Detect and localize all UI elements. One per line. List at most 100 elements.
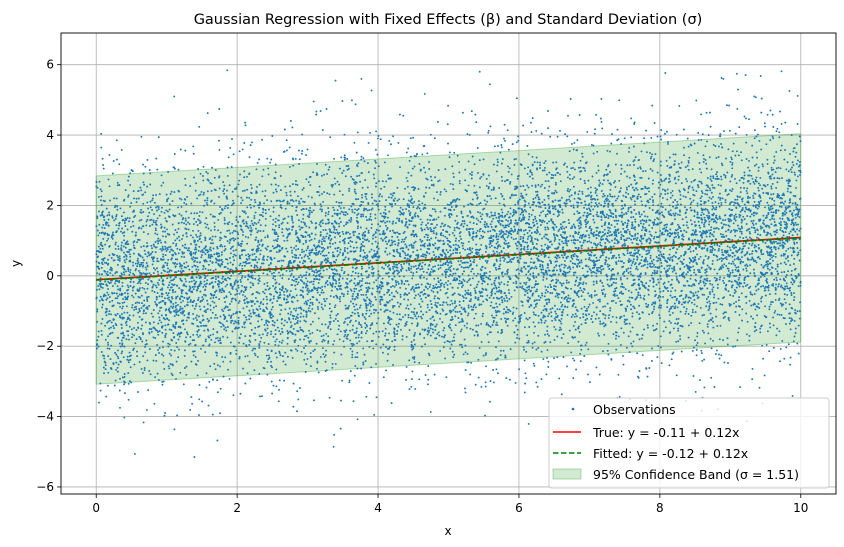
observation-point bbox=[586, 317, 589, 320]
observation-point bbox=[607, 214, 610, 217]
observation-point bbox=[234, 279, 237, 282]
observation-point bbox=[492, 319, 495, 322]
observation-point bbox=[424, 191, 427, 194]
observation-point bbox=[726, 249, 729, 252]
observation-point bbox=[559, 129, 561, 132]
observation-point bbox=[373, 311, 376, 314]
observation-point bbox=[258, 243, 261, 246]
observation-point bbox=[360, 274, 363, 277]
observation-point bbox=[430, 179, 433, 182]
observation-point bbox=[447, 268, 450, 271]
observation-point bbox=[173, 95, 176, 98]
observation-point bbox=[796, 233, 799, 236]
observation-point bbox=[172, 242, 175, 245]
observation-point bbox=[769, 326, 772, 329]
observation-point bbox=[290, 283, 293, 286]
observation-point bbox=[217, 339, 220, 342]
observation-point bbox=[241, 148, 244, 151]
observation-point bbox=[142, 277, 145, 280]
observation-point bbox=[730, 286, 733, 289]
observation-point bbox=[346, 277, 349, 280]
observation-point bbox=[789, 312, 792, 315]
observation-point bbox=[473, 272, 475, 275]
observation-point bbox=[192, 229, 194, 232]
observation-point bbox=[244, 295, 247, 298]
observation-point bbox=[527, 166, 530, 169]
observation-point bbox=[766, 267, 769, 270]
observation-point bbox=[713, 293, 716, 296]
observation-point bbox=[347, 257, 350, 260]
observation-point bbox=[588, 303, 591, 306]
observation-point bbox=[115, 139, 118, 142]
observation-point bbox=[320, 291, 323, 294]
observation-point bbox=[451, 274, 454, 277]
observation-point bbox=[355, 287, 358, 290]
observation-point bbox=[113, 219, 116, 222]
observation-point bbox=[291, 157, 294, 160]
observation-point bbox=[311, 221, 313, 224]
observation-point bbox=[539, 167, 541, 169]
observation-point bbox=[544, 226, 547, 229]
observation-point bbox=[318, 223, 321, 226]
observation-point bbox=[296, 195, 299, 198]
observation-point bbox=[470, 305, 473, 308]
observation-point bbox=[428, 186, 431, 189]
observation-point bbox=[770, 211, 773, 214]
observation-point bbox=[383, 237, 386, 240]
observation-point bbox=[703, 221, 706, 224]
observation-point bbox=[524, 372, 527, 375]
observation-point bbox=[282, 218, 285, 221]
observation-point bbox=[129, 205, 132, 208]
observation-point bbox=[575, 368, 578, 371]
observation-point bbox=[578, 236, 581, 239]
observation-point bbox=[420, 265, 423, 268]
observation-point bbox=[426, 239, 429, 241]
observation-point bbox=[680, 182, 683, 185]
observation-point bbox=[255, 265, 258, 267]
observation-point bbox=[653, 263, 656, 266]
observation-point bbox=[556, 356, 559, 359]
observation-point bbox=[603, 224, 606, 227]
observation-point bbox=[535, 205, 538, 207]
observation-point bbox=[454, 310, 457, 313]
observation-point bbox=[726, 171, 729, 174]
observation-point bbox=[611, 255, 614, 257]
observation-point bbox=[574, 320, 577, 323]
observation-point bbox=[572, 206, 575, 209]
observation-point bbox=[542, 309, 545, 312]
observation-point bbox=[731, 239, 734, 241]
observation-point bbox=[690, 180, 693, 183]
observation-point bbox=[657, 204, 660, 207]
observation-point bbox=[176, 237, 179, 240]
observation-point bbox=[261, 395, 263, 398]
observation-point bbox=[278, 288, 281, 291]
observation-point bbox=[534, 314, 537, 316]
observation-point bbox=[624, 288, 627, 291]
observation-point bbox=[618, 256, 621, 259]
observation-point bbox=[560, 263, 563, 266]
observation-point bbox=[329, 239, 332, 242]
observation-point bbox=[561, 248, 564, 251]
observation-point bbox=[639, 294, 642, 297]
observation-point bbox=[165, 332, 168, 335]
observation-point bbox=[423, 92, 426, 95]
observation-point bbox=[131, 286, 134, 289]
observation-point bbox=[248, 156, 251, 159]
observation-point bbox=[774, 286, 777, 289]
observation-point bbox=[720, 222, 723, 224]
observation-point bbox=[189, 185, 192, 187]
observation-point bbox=[610, 300, 613, 303]
observation-point bbox=[605, 168, 608, 171]
observation-point bbox=[216, 364, 219, 367]
observation-point bbox=[442, 329, 445, 332]
observation-point bbox=[262, 272, 265, 275]
observation-point bbox=[618, 396, 621, 398]
observation-point bbox=[266, 273, 269, 276]
observation-point bbox=[319, 203, 322, 206]
observation-point bbox=[216, 247, 219, 250]
observation-point bbox=[360, 332, 363, 335]
observation-point bbox=[441, 264, 444, 267]
observation-point bbox=[447, 243, 449, 246]
observation-point bbox=[765, 263, 767, 266]
observation-point bbox=[462, 353, 465, 356]
